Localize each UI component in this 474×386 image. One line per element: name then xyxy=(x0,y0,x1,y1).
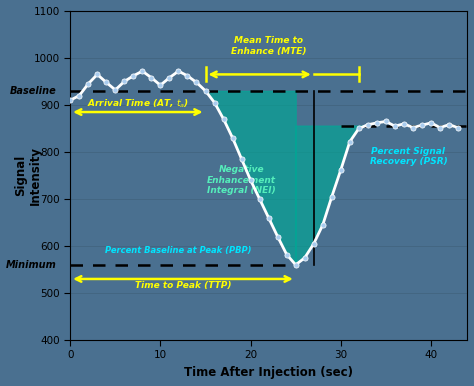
Point xyxy=(418,122,426,128)
Point xyxy=(120,78,128,85)
Point xyxy=(382,119,390,125)
Point xyxy=(147,74,155,81)
Text: Minimum: Minimum xyxy=(6,260,57,270)
Point xyxy=(174,68,182,74)
Text: Arrival Time (AT, $t_a$): Arrival Time (AT, $t_a$) xyxy=(87,97,189,110)
Point xyxy=(93,71,101,78)
Point xyxy=(129,73,137,79)
Point xyxy=(183,73,191,79)
Point xyxy=(202,88,210,94)
Point xyxy=(111,87,119,93)
Point xyxy=(319,222,327,228)
Point xyxy=(193,80,201,86)
Point xyxy=(310,240,318,247)
Point xyxy=(283,251,291,257)
Text: Mean Time to
Enhance (MTE): Mean Time to Enhance (MTE) xyxy=(231,36,306,56)
Point xyxy=(436,124,444,130)
Point xyxy=(337,167,345,173)
Point xyxy=(238,156,246,162)
Point xyxy=(409,124,417,130)
Y-axis label: Signal
Intensity: Signal Intensity xyxy=(14,146,42,205)
Point xyxy=(138,68,146,74)
Point xyxy=(211,100,219,106)
Point xyxy=(427,120,435,126)
Point xyxy=(256,196,264,202)
Text: Percent Signal
Recovery (PSR): Percent Signal Recovery (PSR) xyxy=(370,147,447,166)
Point xyxy=(355,125,363,132)
Point xyxy=(156,82,164,88)
Point xyxy=(346,139,354,145)
Point xyxy=(274,234,282,240)
Point xyxy=(165,74,173,81)
X-axis label: Time After Injection (sec): Time After Injection (sec) xyxy=(184,366,353,379)
Text: Negative
Enhancement
Integral (NEI): Negative Enhancement Integral (NEI) xyxy=(207,165,276,195)
Text: Percent Baseline at Peak (PBP): Percent Baseline at Peak (PBP) xyxy=(105,245,252,254)
Point xyxy=(84,81,92,87)
Point xyxy=(373,120,381,126)
Point xyxy=(265,215,273,221)
Point xyxy=(75,93,83,99)
Point xyxy=(247,177,255,183)
Point xyxy=(328,194,336,200)
Point xyxy=(454,124,462,130)
Point xyxy=(292,262,300,268)
Point xyxy=(102,80,110,86)
Point xyxy=(229,135,237,141)
Point xyxy=(220,116,228,122)
Point xyxy=(301,255,309,261)
Text: Time to Peak (TTP): Time to Peak (TTP) xyxy=(135,281,231,290)
Point xyxy=(400,121,408,127)
Point xyxy=(364,122,372,128)
Point xyxy=(445,122,453,128)
Point xyxy=(391,123,399,129)
Point xyxy=(66,97,74,103)
Text: Baseline: Baseline xyxy=(10,86,57,96)
